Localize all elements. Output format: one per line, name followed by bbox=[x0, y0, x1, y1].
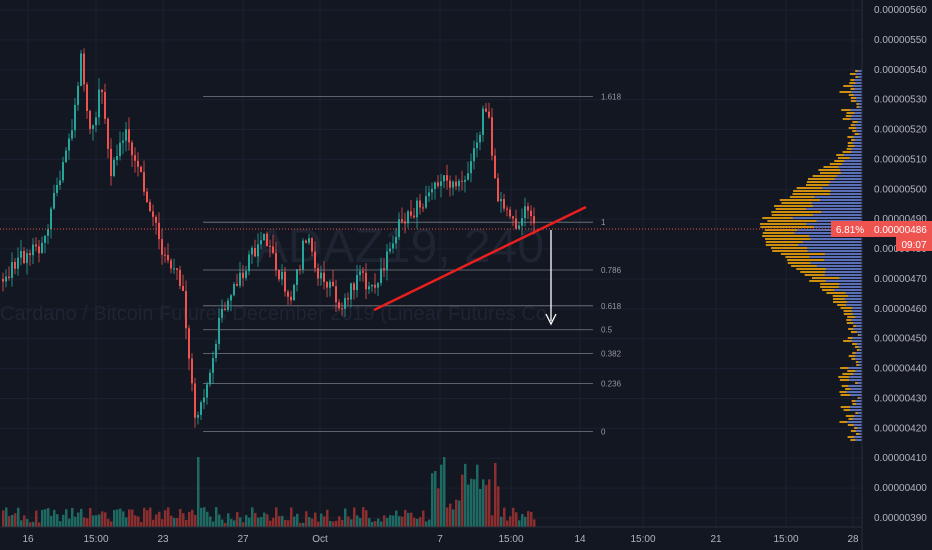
time-tick-label: 14 bbox=[574, 534, 586, 545]
time-tick-label: 28 bbox=[847, 534, 859, 545]
price-tick-label: 0.00000530 bbox=[874, 95, 927, 106]
price-tick-label: 0.00000440 bbox=[874, 364, 927, 375]
time-tick-label: 27 bbox=[237, 534, 249, 545]
price-tick-label: 0.00000550 bbox=[874, 35, 927, 46]
time-tick-label: 15:00 bbox=[83, 534, 108, 545]
time-tick-label: 15:00 bbox=[630, 534, 655, 545]
price-change-percent: 6.81% bbox=[836, 225, 864, 236]
price-axis[interactable]: 0.00000560 0.00000550 0.00000540 0.00000530… bbox=[874, 5, 927, 524]
fib-level-label: 0.236 bbox=[601, 380, 622, 389]
price-tick-label: 0.00000400 bbox=[874, 483, 927, 494]
price-tick-label: 0.00000420 bbox=[874, 423, 927, 434]
watermark: ADAZ19, 240 Cardano / Bitcoin Futures De… bbox=[0, 220, 547, 325]
price-tick-label: 0.00000470 bbox=[874, 274, 927, 285]
time-tick-label: 16 bbox=[22, 534, 34, 545]
price-tick-label: 0.00000430 bbox=[874, 393, 927, 404]
volume-bars bbox=[2, 457, 536, 527]
bar-countdown: 09:07 bbox=[901, 240, 926, 251]
fib-level-label: 0.786 bbox=[601, 266, 622, 275]
price-tick-label: 0.00000410 bbox=[874, 453, 927, 464]
price-tick-label: 0.00000390 bbox=[874, 513, 927, 524]
watermark-description: Cardano / Bitcoin Futures December 2019 … bbox=[0, 303, 547, 325]
volume-profile bbox=[760, 70, 862, 441]
price-tick-label: 0.00000540 bbox=[874, 65, 927, 76]
price-tick-label: 0.00000500 bbox=[874, 184, 927, 195]
fib-level-label: 0 bbox=[601, 427, 606, 436]
price-tick-label: 0.00000560 bbox=[874, 5, 927, 16]
price-tick-label: 0.00000520 bbox=[874, 125, 927, 136]
fib-level-label: 1.618 bbox=[601, 93, 622, 102]
fib-level-label: 0.5 bbox=[601, 326, 613, 335]
time-tick-label: 21 bbox=[710, 534, 722, 545]
time-axis[interactable]: 16 15:00 23 27 Oct 7 15:00 14 15:00 21 15:00 28 bbox=[22, 534, 859, 545]
time-tick-label: 15:00 bbox=[498, 534, 523, 545]
fib-level-label: 0.382 bbox=[601, 350, 622, 359]
fib-level-label: 1 bbox=[601, 218, 606, 227]
price-tick-label: 0.00000510 bbox=[874, 154, 927, 165]
current-price-label: 0.00000486 bbox=[874, 225, 927, 236]
price-tick-label: 0.00000450 bbox=[874, 334, 927, 345]
projection-arrow[interactable] bbox=[546, 230, 556, 324]
price-tick-label: 0.00000460 bbox=[874, 304, 927, 315]
time-tick-label: Oct bbox=[312, 534, 328, 545]
time-tick-label: 23 bbox=[157, 534, 169, 545]
fib-level-label: 0.618 bbox=[601, 302, 622, 311]
time-tick-label: 7 bbox=[437, 534, 443, 545]
time-tick-label: 15:00 bbox=[773, 534, 798, 545]
